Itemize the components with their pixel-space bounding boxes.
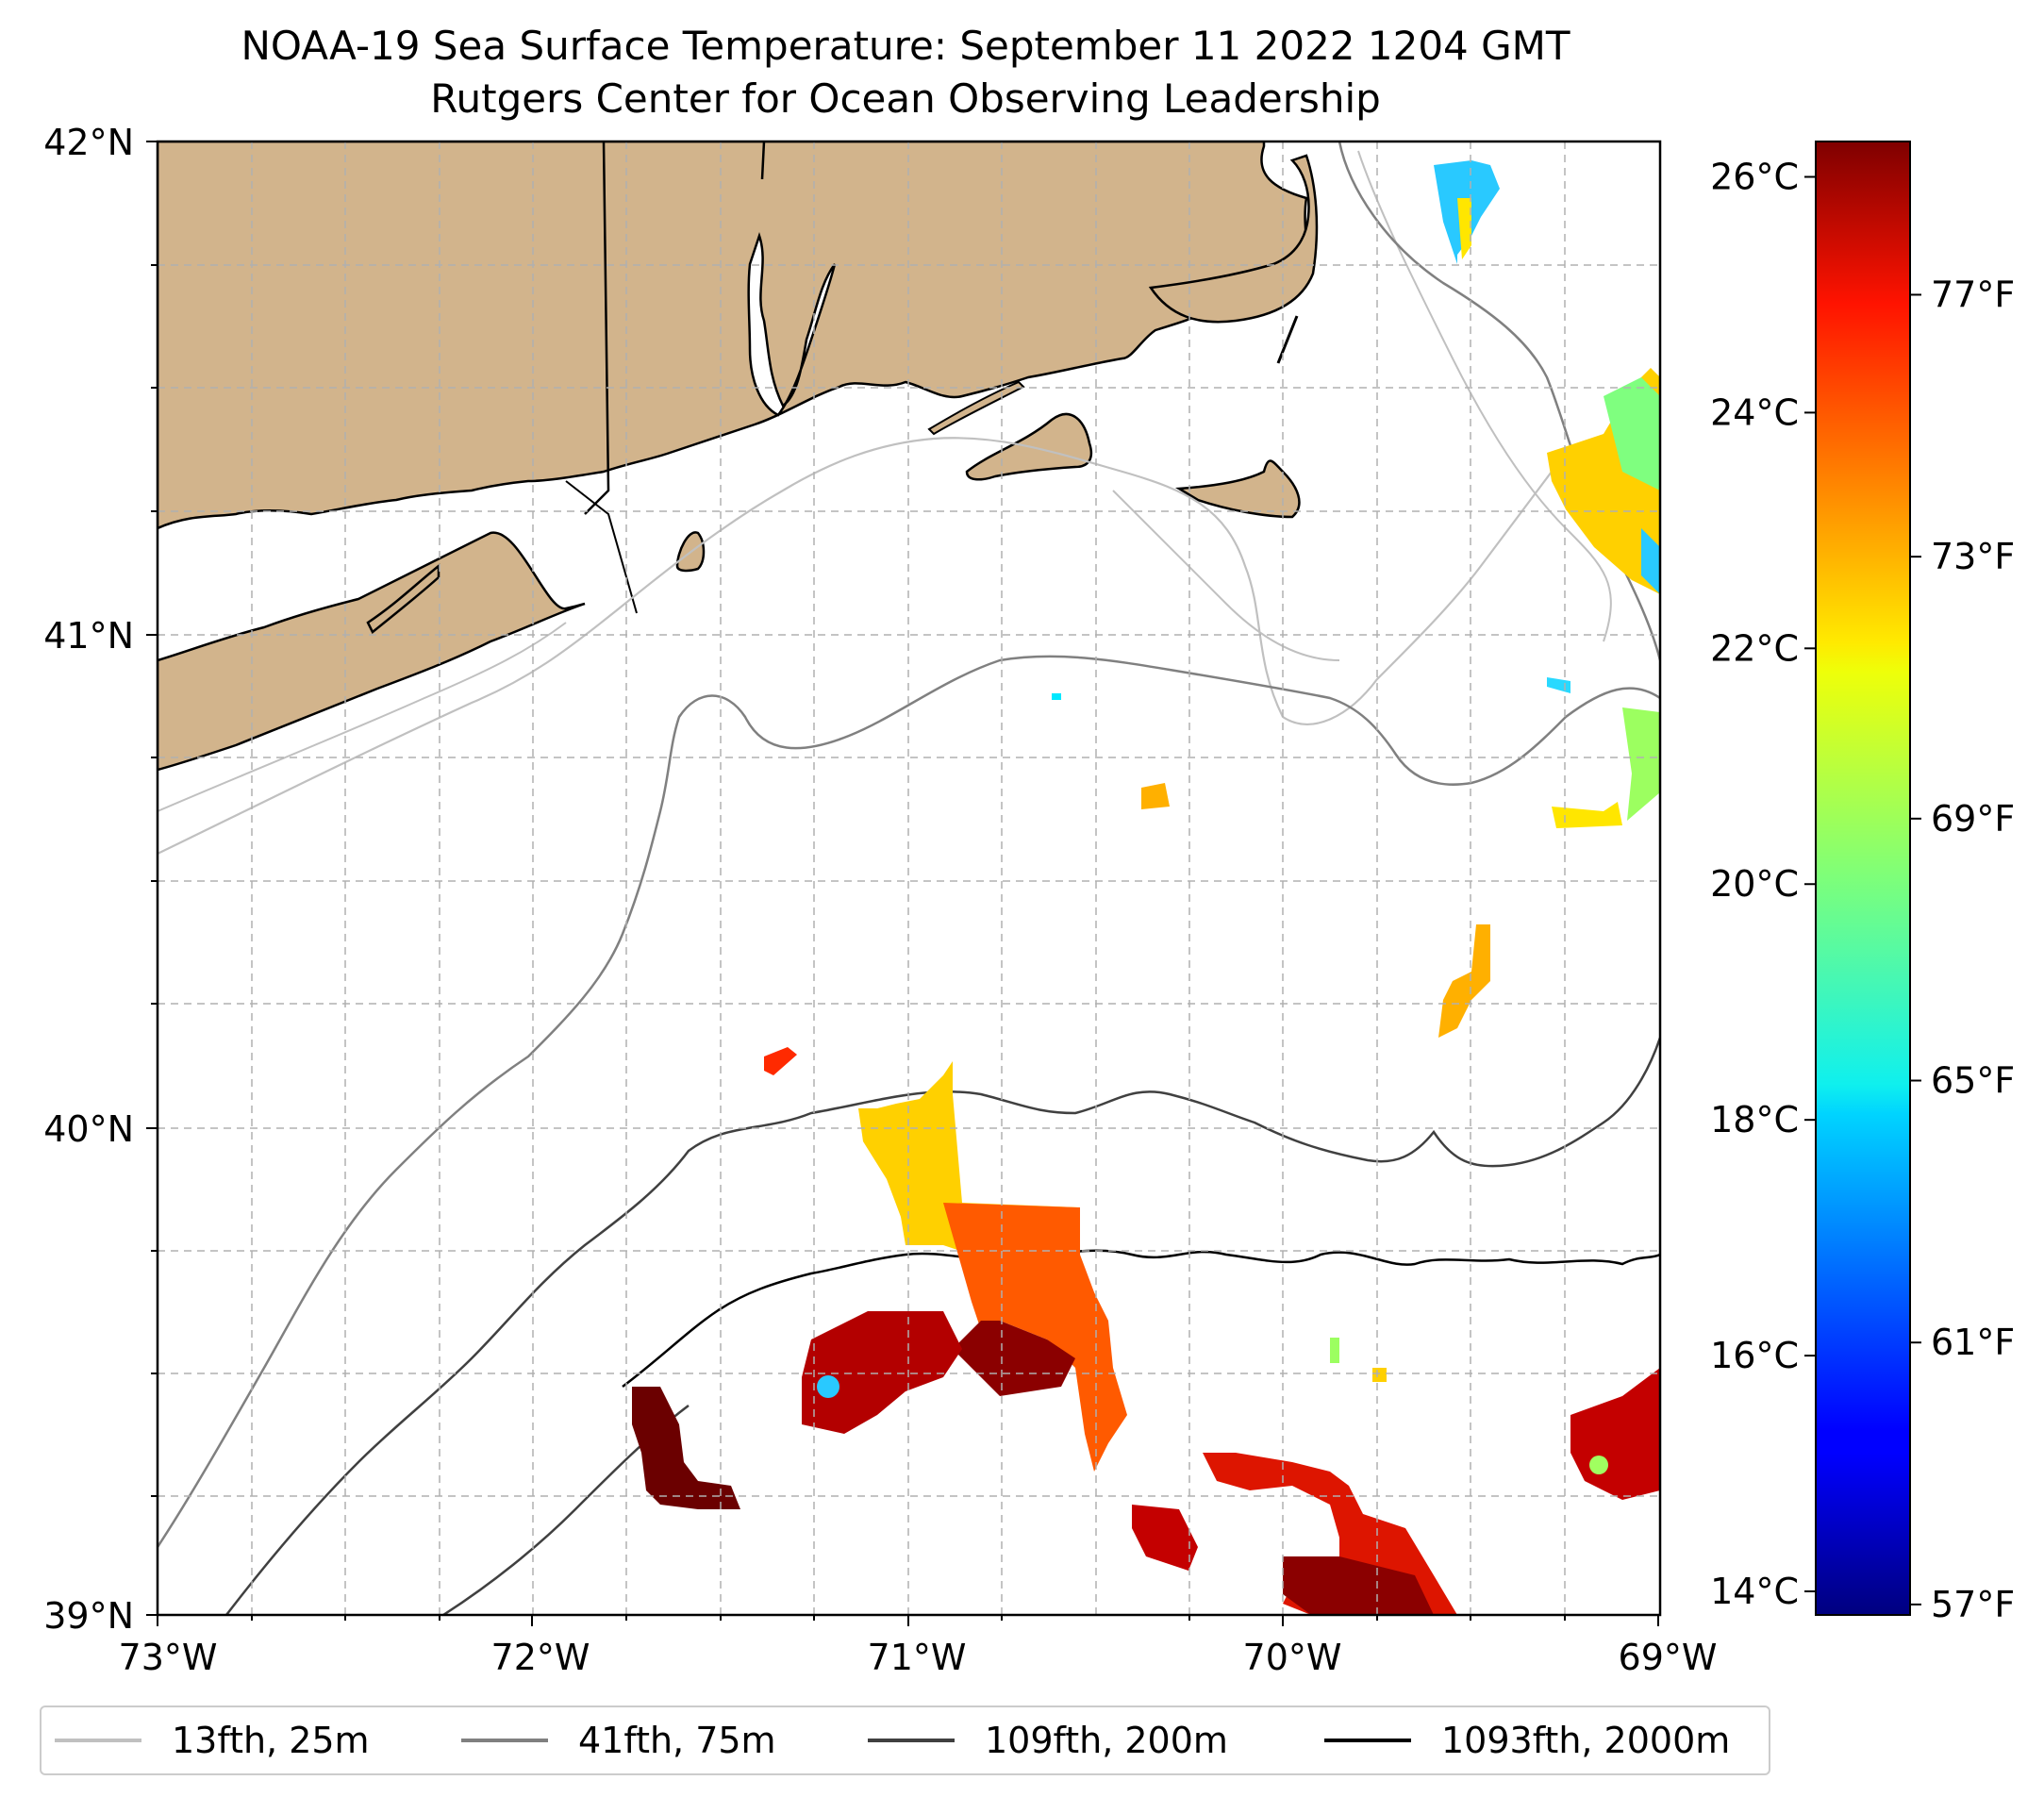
land-elizabeth-islands	[927, 380, 1025, 436]
colorbar-label-f-2: 69°F	[1931, 798, 2015, 840]
state-boundary-water	[565, 480, 638, 614]
lat-label-41: 41°N	[43, 615, 134, 657]
land-north-fork	[366, 563, 440, 634]
map-title: NOAA-19 Sea Surface Temperature: Septemb…	[241, 23, 1570, 69]
legend-item-75m: 41fth, 75m	[461, 1707, 776, 1773]
lon-label-73: 73°W	[119, 1637, 218, 1678]
colorbar-label-c-5: 16°C	[1710, 1335, 1799, 1376]
lon-axis	[157, 1615, 1659, 1626]
lon-label-71: 71°W	[868, 1637, 967, 1678]
sst-patches	[632, 160, 1660, 1615]
legend-label-75m: 41fth, 75m	[578, 1720, 776, 1761]
legend-swatch-75m	[461, 1739, 548, 1742]
contour-25m-inner	[158, 150, 1612, 812]
colorbar-label-c-6: 14°C	[1710, 1571, 1799, 1612]
colorbar-label-c-3: 20°C	[1710, 863, 1799, 905]
colorbar-label-f-1: 73°F	[1931, 536, 2015, 577]
legend-item-200m: 109fth, 200m	[868, 1707, 1228, 1773]
lat-label-39: 39°N	[43, 1595, 134, 1637]
colorbar-label-f-0: 77°F	[1931, 274, 2015, 315]
legend-label-25m: 13fth, 25m	[172, 1720, 370, 1761]
colorbar-label-c-0: 26°C	[1710, 156, 1799, 197]
lon-label-72: 72°W	[491, 1637, 590, 1678]
legend-swatch-2000m	[1324, 1739, 1411, 1742]
colorbar-label-f-3: 65°F	[1931, 1060, 2015, 1102]
colorbar-label-f-4: 61°F	[1931, 1322, 2015, 1363]
lat-label-42: 42°N	[43, 122, 134, 163]
lat-axis	[146, 141, 158, 1616]
contour-2000m	[622, 1249, 1660, 1388]
legend-swatch-25m	[55, 1739, 141, 1742]
legend-item-25m: 13fth, 25m	[55, 1707, 370, 1773]
map-canvas	[158, 141, 1660, 1615]
land-monomoy	[1276, 315, 1299, 364]
colorbar	[1815, 141, 1911, 1616]
contour-25m	[158, 437, 1567, 855]
legend-item-2000m: 1093fth, 2000m	[1324, 1707, 1730, 1773]
legend-label-200m: 109fth, 200m	[985, 1720, 1228, 1761]
state-boundary-ny-ct	[584, 141, 610, 515]
colorbar-label-c-4: 18°C	[1710, 1099, 1799, 1140]
colorbar-ticks: 26°C 24°C 22°C 20°C 18°C 16°C 14°C 77°F 73°F 69°F…	[1710, 156, 2015, 1624]
lon-label-69: 69°W	[1619, 1637, 1718, 1678]
water-narragansett-bay	[747, 232, 837, 417]
state-boundary-ct-ri	[760, 141, 766, 180]
contour-legend: 13fth, 25m 41fth, 75m 109fth, 200m 1093f…	[40, 1705, 1770, 1775]
lon-label-70: 70°W	[1243, 1637, 1342, 1678]
colorbar-label-f-5: 57°F	[1931, 1584, 2015, 1625]
legend-swatch-200m	[868, 1739, 955, 1742]
land-long-island	[158, 531, 586, 772]
colorbar-label-c-1: 24°C	[1710, 391, 1799, 433]
lat-label-40: 40°N	[43, 1108, 134, 1150]
map-subtitle: Rutgers Center for Ocean Observing Leade…	[430, 75, 1381, 122]
colorbar-label-c-2: 22°C	[1710, 627, 1799, 669]
legend-label-2000m: 1093fth, 2000m	[1441, 1720, 1731, 1761]
